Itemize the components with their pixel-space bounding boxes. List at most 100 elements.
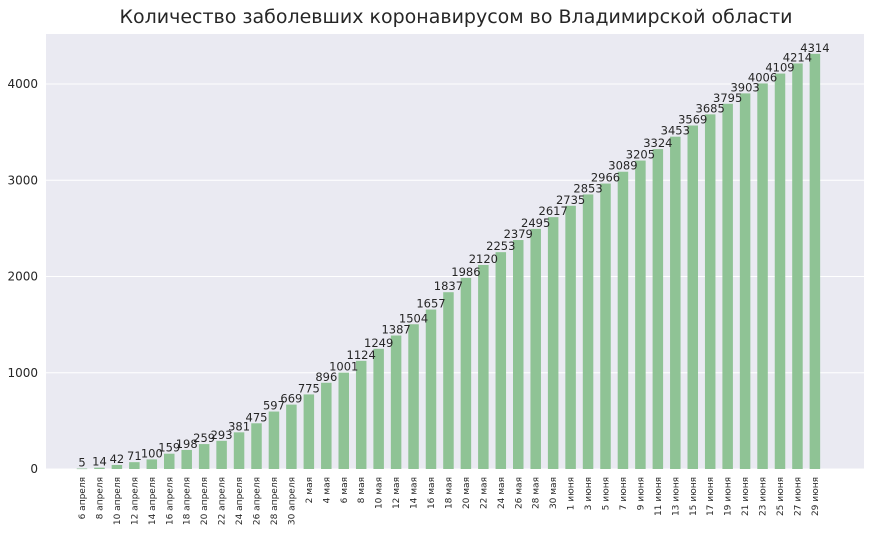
data-label: 775 (298, 381, 320, 395)
bar (530, 228, 541, 469)
x-tick-label: 6 мая (340, 477, 350, 503)
x-tick-label: 27 июня (793, 477, 803, 516)
bar (443, 292, 454, 469)
data-label: 2379 (504, 227, 533, 241)
x-tick-label: 20 мая (462, 477, 472, 509)
data-label: 198 (176, 437, 198, 451)
x-tick-label: 30 мая (549, 477, 559, 509)
bar (617, 171, 629, 469)
y-tick-label: 0 (30, 462, 38, 476)
x-tick-label: 5 июня (602, 477, 612, 510)
bar (757, 83, 768, 470)
bar (495, 252, 507, 469)
x-tick-label: 13 июня (671, 477, 681, 516)
bar (373, 348, 384, 469)
data-label: 3324 (643, 136, 672, 150)
x-tick-label: 8 мая (357, 477, 367, 503)
data-label: 14 (92, 455, 107, 469)
bar (94, 467, 105, 469)
bar (268, 411, 280, 469)
data-label: 4314 (800, 41, 829, 55)
bar (547, 217, 559, 469)
x-tick-label: 1 июня (567, 477, 577, 510)
data-label: 475 (246, 410, 268, 424)
bar (809, 53, 821, 469)
x-tick-label: 19 июня (724, 477, 734, 516)
y-tick-label: 4000 (7, 77, 38, 91)
bar (722, 103, 733, 470)
data-label: 2966 (591, 171, 620, 185)
data-label: 1387 (381, 323, 410, 337)
x-tick-label: 18 мая (444, 477, 454, 509)
y-tick-label: 3000 (7, 173, 38, 187)
bar (582, 194, 594, 470)
data-label: 4214 (783, 50, 812, 64)
x-tick-label: 28 мая (532, 477, 542, 509)
data-label: 3795 (713, 91, 742, 105)
data-label: 3903 (730, 80, 759, 94)
data-label: 1986 (451, 265, 480, 279)
x-tick-label: 3 июня (584, 477, 594, 510)
data-label: 1001 (329, 360, 358, 374)
bar (687, 125, 698, 470)
x-tick-label: 11 июня (654, 477, 664, 516)
x-tick-label: 18 апреля (183, 477, 193, 525)
data-label: 896 (315, 370, 337, 384)
bar (181, 449, 192, 469)
bar (76, 468, 88, 470)
data-label: 2853 (573, 181, 602, 195)
bar (635, 160, 646, 469)
x-tick-label: 20 апреля (200, 477, 210, 525)
data-label: 3569 (678, 113, 707, 127)
bar (198, 444, 210, 469)
bar (233, 432, 245, 469)
x-axis: 6 апреля 8 апреля 10 апреля 12 апреля 14 апр… (78, 477, 821, 525)
x-tick-label: 4 мая (322, 477, 332, 503)
bar (792, 63, 803, 469)
x-tick-label: 24 мая (497, 477, 507, 509)
bar (355, 360, 367, 469)
x-tick-label: 14 мая (410, 477, 420, 509)
data-label: 2735 (556, 193, 585, 207)
x-tick-label: 14 апреля (148, 477, 158, 525)
bar (129, 462, 140, 469)
bar (164, 453, 175, 469)
x-tick-label: 9 июня (636, 477, 646, 510)
bar (774, 73, 786, 470)
data-label: 2253 (486, 239, 515, 253)
x-tick-label: 22 апреля (218, 477, 228, 525)
x-tick-label: 12 мая (392, 477, 402, 509)
bar (460, 277, 472, 469)
data-label: 42 (110, 452, 125, 466)
bar (670, 136, 681, 469)
data-label: 1124 (347, 348, 376, 362)
x-tick-label: 26 апреля (253, 477, 263, 525)
bar (251, 423, 262, 469)
bar (111, 464, 123, 469)
x-tick-label: 16 апреля (165, 477, 175, 525)
data-labels: 5 14 42 71 100159198259293381475597669775896… (78, 41, 829, 470)
x-tick-label: 8 апреля (95, 477, 105, 519)
bars (76, 53, 821, 470)
data-label: 4006 (748, 70, 777, 84)
data-label: 71 (127, 449, 142, 463)
data-label: 1249 (364, 336, 393, 350)
bar (704, 114, 716, 470)
x-tick-label: 15 июня (689, 477, 699, 516)
data-label: 259 (193, 431, 215, 445)
data-label: 1504 (399, 311, 428, 325)
x-tick-label: 28 апреля (270, 477, 280, 525)
x-tick-label: 6 апреля (78, 477, 88, 519)
bar (652, 149, 664, 469)
bar (739, 93, 751, 469)
data-label: 2617 (539, 204, 568, 218)
x-tick-label: 26 мая (514, 477, 524, 509)
x-tick-label: 16 мая (427, 477, 437, 509)
bar (408, 324, 419, 469)
data-label: 597 (263, 399, 285, 413)
data-label: 159 (158, 441, 180, 455)
x-tick-label: 22 мая (479, 477, 489, 509)
y-tick-label: 2000 (7, 270, 38, 284)
